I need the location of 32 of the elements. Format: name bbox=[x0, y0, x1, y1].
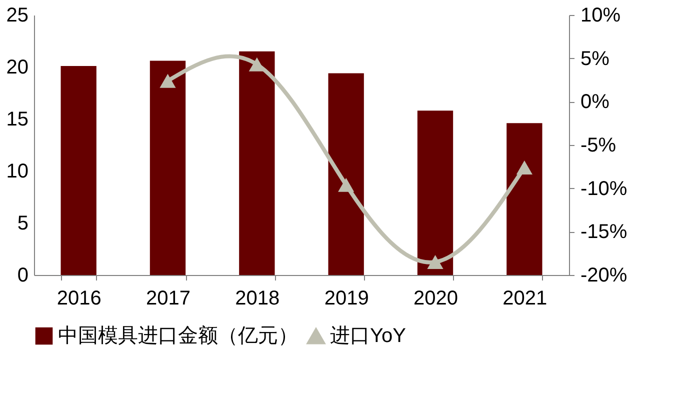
bar bbox=[150, 60, 186, 275]
legend-label: 中国模具进口金额（亿元） bbox=[58, 325, 298, 347]
bar bbox=[417, 110, 454, 275]
x-tick-label: 2017 bbox=[146, 288, 190, 310]
y2-tick-label: -5% bbox=[580, 134, 616, 156]
point bbox=[248, 57, 265, 72]
point bbox=[516, 160, 532, 175]
y-tick-label: 10 bbox=[6, 160, 28, 182]
x-tick-label: 2021 bbox=[502, 288, 548, 310]
point bbox=[427, 255, 444, 269]
x-tick-label: 2018 bbox=[235, 288, 280, 310]
point bbox=[160, 74, 176, 88]
x-tick-label: 2016 bbox=[56, 288, 102, 310]
y2-tick-label: 0% bbox=[580, 91, 610, 114]
x-tick-label: 2020 bbox=[414, 288, 458, 310]
y-tick-label: 0 bbox=[17, 264, 28, 286]
bar bbox=[506, 123, 542, 275]
point bbox=[338, 178, 354, 192]
y2-tick-label: 10% bbox=[580, 4, 621, 26]
y2-tick-label: 5% bbox=[580, 48, 610, 70]
y2-tick-label: -20% bbox=[580, 264, 628, 286]
bar bbox=[328, 73, 364, 275]
x-tick-label: 2019 bbox=[324, 288, 369, 310]
y2-tick-label: -10% bbox=[580, 178, 628, 200]
bar bbox=[60, 66, 96, 275]
y-tick-label: 15 bbox=[6, 108, 28, 130]
y2-tick-label: -15% bbox=[580, 221, 628, 244]
y-tick-label: 5 bbox=[17, 212, 28, 234]
legend-label: 进口YoY bbox=[330, 325, 406, 347]
y-tick-label: 20 bbox=[6, 56, 28, 78]
bar bbox=[239, 51, 275, 275]
y-tick-label: 25 bbox=[6, 4, 28, 26]
